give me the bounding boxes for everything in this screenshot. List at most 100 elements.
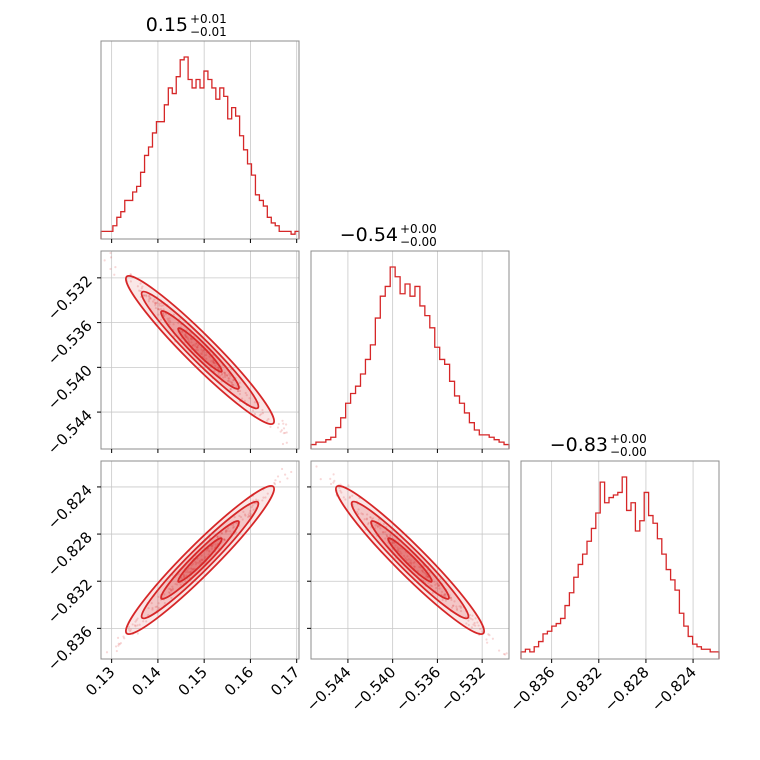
sample-point [385,533,388,537]
sample-point [142,294,146,297]
sample-point [384,531,387,534]
sample-point [436,582,440,586]
sample-point [205,357,208,361]
sample-point [471,618,474,621]
sample-point [481,630,484,633]
sample-point [403,554,406,557]
sample-point [370,518,374,521]
sample-point [449,596,452,599]
sample-point [131,623,134,626]
sample-point [190,564,193,567]
sample-point [201,558,204,561]
sample-point [249,509,252,513]
sample-point [179,583,182,586]
param-title-0: 0.15 [146,14,188,36]
sample-point [190,338,193,341]
sample-point [503,653,507,656]
sample-point [228,530,232,533]
x-tick-label: −0.832 [554,663,606,715]
sample-point [421,570,425,574]
sample-point [184,570,187,574]
sample-point [226,374,229,377]
param-title-plus-2: +0.00 [610,432,647,446]
sample-point [240,397,244,400]
sample-point [486,641,489,644]
sample-point [392,541,396,544]
sample-point [158,304,161,307]
sample-point [171,588,174,591]
sample-point [396,546,399,549]
sample-point [114,645,118,648]
y-tick-label: −0.532 [44,272,96,324]
sample-point [261,499,264,502]
sample-point [357,512,360,516]
sample-point [168,592,171,595]
sample-point [409,559,412,562]
sample-point [140,287,143,290]
sample-point [389,533,392,536]
sample-point [449,596,452,600]
sample-point [243,513,247,516]
sample-point [237,389,240,393]
sample-point [253,401,256,404]
param-title-minus-1: −0.00 [400,235,437,249]
sample-point [192,343,195,347]
sample-point [212,362,216,365]
panel-0-0: 0.15 +0.01−0.01 [100,12,300,243]
sample-point [145,295,148,298]
sample-point [227,377,230,380]
sample-point [176,583,179,586]
sample-point [273,483,277,486]
sample-point [190,570,193,573]
sample-point [223,374,226,377]
sample-point [467,619,470,622]
sample-point [210,547,213,550]
sample-point [167,591,171,594]
sample-point [342,496,345,499]
sample-point [375,523,378,526]
sample-point [277,422,280,426]
sample-point [129,273,132,276]
sample-point [185,335,188,338]
sample-point [391,541,394,544]
sample-point [224,531,227,534]
sample-point [488,634,491,637]
sample-point [154,304,157,307]
sample-point [207,553,210,556]
sample-point [365,517,369,520]
sample-point [141,285,144,288]
sample-point [204,555,207,559]
sample-point [174,582,177,586]
sample-point [170,596,173,600]
sample-point [164,313,168,316]
sample-point [397,549,400,552]
sample-point [485,638,488,641]
sample-point [459,605,463,608]
contour-level-1 [350,500,470,620]
sample-point [223,538,226,541]
sample-point [453,600,456,603]
sample-point [266,492,269,495]
sample-point [114,266,117,269]
sample-point [163,601,166,605]
y-tick-label: −0.544 [44,406,96,458]
sample-point [167,319,170,322]
sample-point [250,506,253,509]
sample-point [241,518,244,521]
sample-point [281,442,285,446]
sample-point [208,549,211,552]
sample-point [147,607,150,610]
x-tick-label: 0.16 [221,663,257,699]
sample-point [212,361,215,364]
sample-point [377,518,381,521]
sample-point [332,473,335,476]
contour-level-0 [124,274,276,426]
sample-point [227,380,230,383]
x-tick-label: −0.836 [506,663,558,715]
sample-point [348,495,352,498]
sample-point [168,319,171,322]
histogram-2 [520,476,720,659]
y-tick-label: −0.824 [44,481,96,533]
sample-point [136,632,139,635]
sample-point [147,298,151,301]
